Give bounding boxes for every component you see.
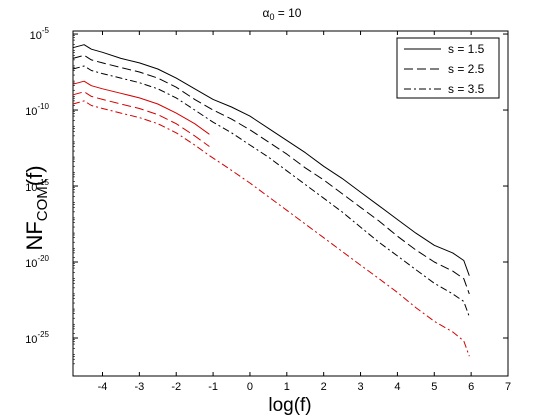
x-tick-label: -2 [171, 381, 181, 393]
x-tick-label: -1 [208, 381, 218, 393]
legend-label-s35: s = 3.5 [448, 82, 485, 96]
x-tick-label: 3 [357, 381, 363, 393]
series-line-4 [72, 91, 210, 147]
y-tick-label: 10-25 [25, 330, 49, 346]
legend: s = 1.5 s = 2.5 s = 3.5 [396, 37, 500, 99]
series-line-2 [72, 65, 470, 317]
x-tick-label: -3 [134, 381, 144, 393]
x-tick-label: 5 [431, 381, 437, 393]
series-line-1 [72, 54, 470, 295]
x-axis-label: log(f) [268, 395, 311, 416]
x-tick-label: 1 [284, 381, 290, 393]
x-tick-label: 6 [468, 381, 474, 393]
chart-title: α0 = 10 [263, 6, 302, 22]
legend-box [396, 37, 500, 99]
legend-label-s15: s = 1.5 [448, 42, 485, 56]
series-line-3 [72, 80, 210, 135]
series-line-0 [72, 44, 470, 276]
series-layer [72, 44, 470, 357]
y-tick-label: 10-5 [30, 26, 50, 42]
x-tick-label: 7 [505, 381, 511, 393]
x-tick-label: -4 [98, 381, 108, 393]
y-axis-label: NFCOM(f) [22, 165, 51, 250]
series-line-5 [72, 100, 470, 357]
legend-label-s25: s = 2.5 [448, 62, 485, 76]
x-tick-label: 2 [321, 381, 327, 393]
x-tick-label: 4 [394, 381, 400, 393]
y-tick-label: 10-10 [25, 102, 49, 118]
x-tick-label: 0 [247, 381, 253, 393]
y-tick-label: 10-20 [25, 254, 49, 270]
